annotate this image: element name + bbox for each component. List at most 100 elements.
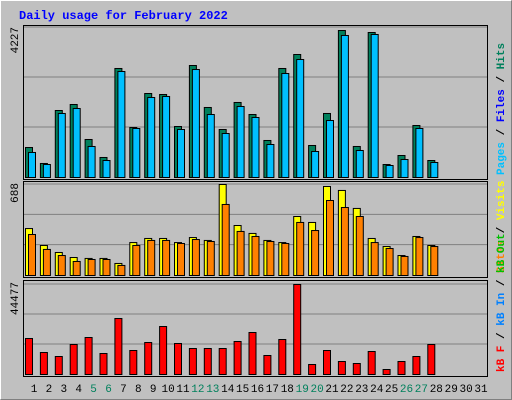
bar [385, 165, 394, 178]
bar [233, 341, 242, 375]
bar [400, 159, 409, 178]
x-tick-label: 2 [46, 384, 53, 396]
x-tick-label: 18 [281, 384, 294, 396]
bar [427, 344, 436, 376]
bar [323, 350, 331, 376]
x-tick-label: 19 [296, 384, 309, 396]
y-tick-label: 688 [10, 183, 22, 203]
bar [39, 352, 48, 376]
legend-separator: / [496, 69, 508, 89]
x-tick-label: 11 [176, 384, 190, 396]
bar [340, 207, 349, 277]
bar [266, 241, 275, 276]
x-tick-label: 23 [355, 384, 368, 396]
bar [382, 368, 391, 375]
bar [25, 338, 33, 375]
bar [311, 230, 320, 276]
bar [102, 258, 111, 276]
x-tick-label: 8 [135, 384, 142, 396]
bar [251, 235, 260, 277]
bar [236, 105, 245, 178]
x-tick-label: 6 [105, 384, 112, 396]
bar [188, 348, 197, 376]
bar [144, 342, 153, 376]
legend-separator: / [496, 273, 508, 293]
x-tick-label: 27 [415, 384, 428, 396]
bar [367, 351, 376, 375]
bar [87, 145, 96, 178]
bar [117, 71, 126, 178]
x-tick-label: 5 [90, 384, 97, 396]
chart-title: Daily usage for February 2022 [19, 9, 228, 23]
x-tick-label: 20 [310, 384, 323, 396]
bar [296, 221, 305, 276]
x-tick-label: 7 [120, 384, 127, 396]
bar [42, 248, 51, 276]
x-tick-label: 17 [266, 384, 279, 396]
bar [84, 336, 93, 375]
bar [340, 34, 349, 178]
legend-entry: Hits [496, 43, 508, 69]
bar [263, 355, 272, 375]
bar [278, 339, 287, 375]
bar [415, 237, 424, 276]
x-tick-label: 12 [191, 384, 204, 396]
bar [293, 284, 302, 375]
bar [400, 255, 409, 277]
bar [177, 242, 185, 276]
bar [430, 161, 439, 178]
bar [132, 127, 141, 178]
bar [326, 120, 334, 178]
x-tick-label: 13 [206, 384, 219, 396]
x-tick-label: 9 [150, 384, 157, 396]
bar [397, 361, 406, 376]
bar [412, 356, 421, 376]
bar [191, 69, 200, 178]
x-tick-label: 24 [370, 384, 384, 396]
bar [174, 343, 182, 375]
bar [251, 116, 260, 178]
bar [159, 326, 168, 376]
bar [147, 239, 156, 276]
legend: Pages / Files / Hits [496, 43, 508, 175]
bar [99, 353, 108, 376]
bar [162, 95, 171, 178]
bar [296, 59, 305, 179]
bar [308, 364, 317, 376]
bar [72, 260, 81, 276]
x-tick-label: 10 [161, 384, 174, 396]
bar [102, 160, 111, 179]
legend-separator: / [496, 326, 508, 346]
bar [191, 239, 200, 276]
x-tick-label: 29 [445, 384, 458, 396]
legend-entry: Pages [496, 142, 508, 175]
bar [415, 127, 424, 178]
bar [311, 150, 320, 179]
x-tick-label: 1 [31, 384, 38, 396]
bar [147, 97, 156, 178]
bar [132, 244, 141, 277]
x-tick-label: 3 [60, 384, 67, 396]
bar [236, 230, 245, 276]
x-tick-label: 31 [474, 384, 488, 396]
bar [87, 258, 96, 276]
bar [28, 151, 36, 178]
bar [69, 344, 78, 376]
x-tick-label: 25 [385, 384, 398, 396]
bar [177, 128, 185, 179]
x-tick-label: 21 [325, 384, 339, 396]
bar [57, 112, 66, 178]
bar [129, 350, 138, 376]
bar [206, 241, 215, 276]
x-tick-label: 26 [400, 384, 413, 396]
legend-entry: kB Out [496, 233, 508, 273]
bar [281, 242, 290, 276]
legend: kB F / kB In / kB Out [496, 233, 508, 372]
bar [281, 72, 290, 178]
bar [42, 164, 51, 179]
x-tick-label: 14 [221, 384, 235, 396]
bar [203, 348, 212, 376]
legend-entry: Files [496, 89, 508, 122]
